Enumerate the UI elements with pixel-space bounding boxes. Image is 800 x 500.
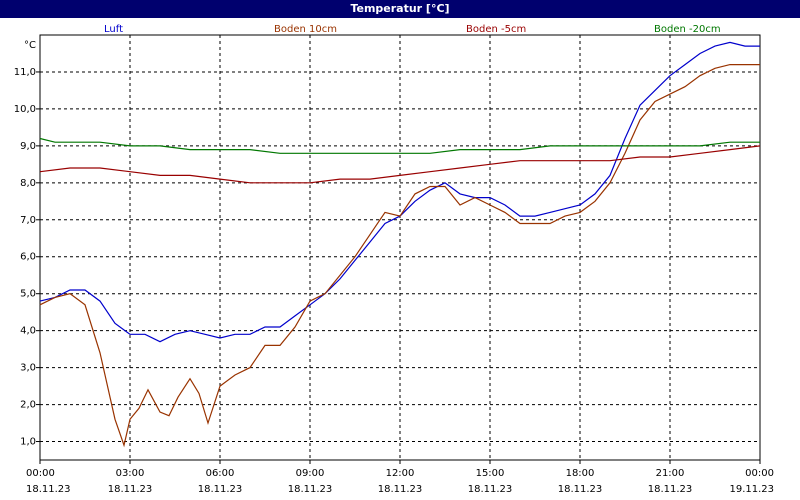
x-tick-time-label: 18:00	[566, 468, 595, 479]
y-tick-label: 4,0	[20, 326, 36, 337]
x-tick-date-label: 18.11.23	[108, 484, 153, 495]
x-tick-date-label: 18.11.23	[26, 484, 71, 495]
x-tick-time-label: 21:00	[656, 468, 685, 479]
y-tick-label: 6,0	[20, 252, 36, 263]
y-tick-label: 11,0	[14, 67, 36, 78]
y-tick-label: 8,0	[20, 178, 36, 189]
y-axis-label: °C	[24, 40, 36, 51]
x-tick-time-label: 06:00	[206, 468, 235, 479]
series-line-boden-5cm	[39, 145, 761, 184]
x-tick-time-label: 03:00	[116, 468, 145, 479]
legend-entry-boden-20cm: Boden -20cm	[654, 24, 721, 35]
chart-title: Temperatur [°C]	[0, 0, 800, 18]
x-tick-time-label: 00:00	[745, 468, 774, 479]
x-tick-date-label: 18.11.23	[558, 484, 603, 495]
series-line-boden-20cm	[39, 137, 760, 154]
legend-entry-boden-5cm: Boden -5cm	[466, 24, 527, 35]
y-tick-label: 9,0	[20, 141, 36, 152]
y-tick-label: 1,0	[20, 437, 36, 448]
x-tick-date-label: 18.11.23	[468, 484, 513, 495]
x-tick-date-label: 18.11.23	[288, 484, 333, 495]
x-tick-date-label: 18.11.23	[198, 484, 243, 495]
y-tick-label: 10,0	[14, 104, 36, 115]
y-tick-label: 5,0	[20, 289, 36, 300]
x-tick-time-label: 12:00	[386, 468, 415, 479]
legend-entry-boden-10cm: Boden 10cm	[274, 24, 337, 35]
x-tick-date-label: 18.11.23	[648, 484, 693, 495]
x-tick-time-label: 09:00	[296, 468, 325, 479]
x-tick-date-label: 19.11.23	[729, 484, 774, 495]
y-tick-label: 3,0	[20, 363, 36, 374]
series-line-boden-10cm	[39, 63, 760, 448]
y-tick-label: 2,0	[20, 400, 36, 411]
y-tick-label: 7,0	[20, 215, 36, 226]
x-tick-time-label: 15:00	[476, 468, 505, 479]
x-tick-time-label: 00:00	[26, 468, 55, 479]
x-tick-date-label: 18.11.23	[378, 484, 423, 495]
legend-entry-luft: Luft	[104, 24, 123, 35]
